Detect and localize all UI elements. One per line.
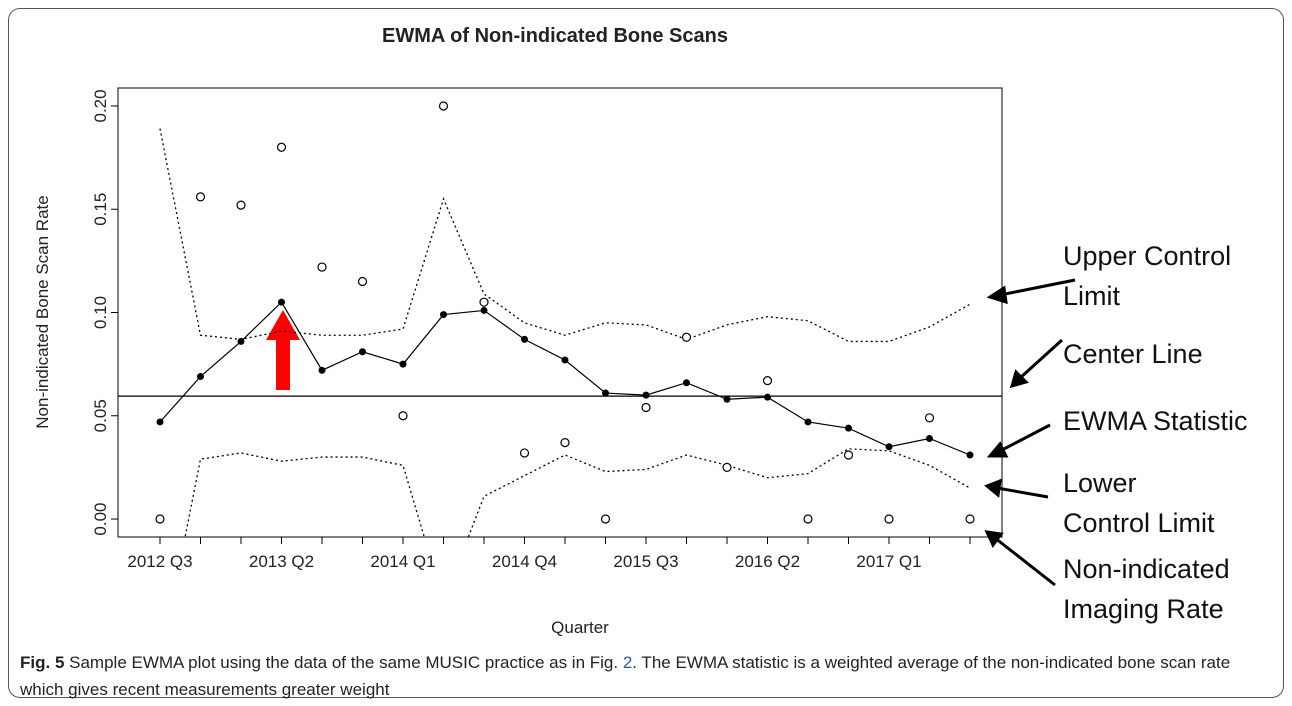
plot-area xyxy=(118,101,1002,537)
arrow-head xyxy=(984,478,1002,498)
annotation: Upper Control xyxy=(1063,241,1231,271)
annotation: EWMA Statistic xyxy=(1063,406,1248,436)
ewma-point xyxy=(480,306,488,314)
rate-point xyxy=(317,262,327,272)
x-tick-label: 2015 Q3 xyxy=(613,552,678,571)
rate-point xyxy=(681,332,692,342)
red-arrow xyxy=(266,310,300,390)
x-axis-label: Quarter xyxy=(551,618,609,637)
x-tick-label: 2016 Q2 xyxy=(735,552,800,571)
ewma-point xyxy=(197,373,204,381)
ewma-point xyxy=(885,443,893,451)
y-tick-label: 0.00 xyxy=(91,502,110,535)
x-tick-label: 2014 Q1 xyxy=(370,552,435,571)
ewma-point xyxy=(804,418,812,426)
ewma-point xyxy=(318,366,326,374)
arrow-head xyxy=(1009,369,1029,389)
rate-point xyxy=(519,448,530,458)
ewma-point xyxy=(237,337,245,345)
ewma-point xyxy=(602,389,609,397)
ewma-point xyxy=(966,451,974,459)
annotation: Non-indicated xyxy=(1063,554,1230,584)
rate-point xyxy=(438,101,449,111)
ucl-line xyxy=(159,128,971,343)
caption-text: . The EWMA statistic is a weighted avera… xyxy=(20,653,1231,699)
ewma-point xyxy=(926,434,933,442)
ewma-point xyxy=(683,379,690,387)
x-tick-label: 2013 Q2 xyxy=(249,552,314,571)
ewma-point xyxy=(642,391,650,399)
rate-point xyxy=(965,514,975,524)
ewma-point xyxy=(278,298,285,306)
ewma-point xyxy=(359,348,366,356)
annotation: Control Limit xyxy=(1063,508,1215,538)
arrow xyxy=(999,423,1051,453)
rate-point xyxy=(560,438,570,448)
caption-label: Fig. 5 xyxy=(20,653,65,672)
ewma-point xyxy=(723,395,731,403)
rate-point xyxy=(276,142,287,152)
rate-point xyxy=(762,376,773,386)
arrow xyxy=(996,486,1049,499)
annotation: Imaging Rate xyxy=(1063,594,1224,624)
ewma-point xyxy=(845,424,852,432)
rate-point xyxy=(155,514,165,524)
ewma-point xyxy=(156,418,164,426)
figure-frame xyxy=(8,8,1284,698)
arrow xyxy=(1018,338,1064,380)
plot-frame xyxy=(117,87,1003,538)
rate-point xyxy=(803,514,813,524)
rate-point xyxy=(357,276,368,287)
rate-point xyxy=(884,514,894,524)
ewma-point xyxy=(399,360,407,368)
rate-point xyxy=(600,514,611,524)
y-axis-label: Non-indicated Bone Scan Rate xyxy=(33,195,52,428)
ewma-point xyxy=(440,311,447,319)
annotation: Limit xyxy=(1063,281,1121,311)
x-tick-label: 2014 Q4 xyxy=(492,552,557,571)
rate-point xyxy=(398,411,408,421)
arrow-head xyxy=(984,530,1004,548)
rate-point xyxy=(236,200,246,210)
x-tick-label: 2012 Q3 xyxy=(127,552,192,571)
annotation-arrows xyxy=(984,278,1076,587)
caption-text: Sample EWMA plot using the data of the s… xyxy=(64,653,623,672)
figure-link[interactable]: 2 xyxy=(622,653,633,672)
ewma-point xyxy=(561,356,569,364)
ewma-point xyxy=(764,393,771,401)
arrow xyxy=(994,536,1056,587)
x-tick-label: 2017 Q1 xyxy=(856,552,921,571)
arrow-head xyxy=(986,441,1009,458)
ewma-point xyxy=(521,335,528,343)
rate-point xyxy=(641,402,651,413)
rate-point xyxy=(924,413,935,423)
y-tick-label: 0.10 xyxy=(91,296,110,329)
chart-title: EWMA of Non-indicated Bone Scans xyxy=(382,25,728,47)
y-tick-label: 0.15 xyxy=(91,193,110,226)
annotation: Center Line xyxy=(1063,339,1203,369)
y-tick-label: 0.20 xyxy=(91,89,110,122)
y-tick-label: 0.05 xyxy=(91,399,110,432)
arrow xyxy=(999,278,1076,297)
rate-point xyxy=(722,462,732,472)
caption: Fig. 5 Sample EWMA plot using the data o… xyxy=(20,649,1270,703)
arrow-head xyxy=(986,285,1008,305)
rate-point xyxy=(843,450,854,460)
annotation: Lower xyxy=(1063,468,1137,498)
rate-point xyxy=(479,297,489,307)
rate-point xyxy=(195,192,206,202)
